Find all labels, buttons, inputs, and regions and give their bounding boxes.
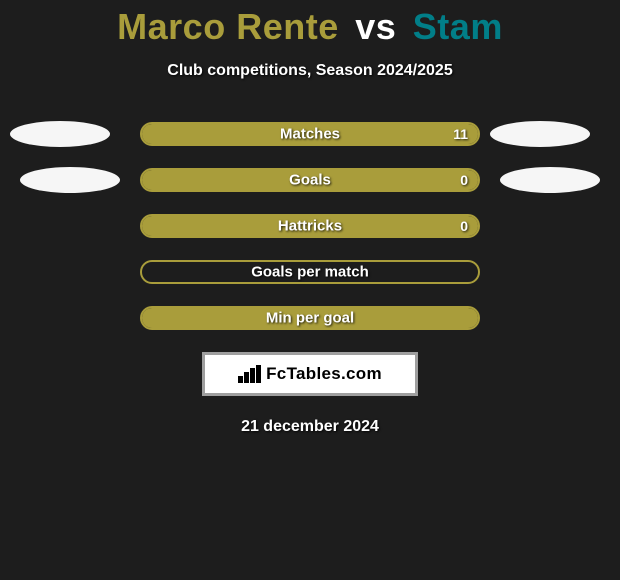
brand-tables: Tables <box>287 364 341 383</box>
stat-row: Matches11 <box>0 122 620 146</box>
date: 21 december 2024 <box>0 418 620 436</box>
stat-bar: Hattricks0 <box>140 214 480 238</box>
stat-bar: Matches11 <box>140 122 480 146</box>
bars-icon <box>238 365 260 383</box>
stat-bar: Goals0 <box>140 168 480 192</box>
stat-label: Hattricks <box>142 218 478 235</box>
stat-value-right: 0 <box>460 218 468 234</box>
brand-dotcom: .com <box>341 364 382 383</box>
subtitle: Club competitions, Season 2024/2025 <box>0 62 620 80</box>
stat-label: Min per goal <box>142 310 478 327</box>
title: Marco Rente vs Stam <box>0 6 620 48</box>
right-ellipse <box>490 121 590 147</box>
stat-row: Hattricks0 <box>0 214 620 238</box>
title-player2: Stam <box>413 6 503 47</box>
stat-row: Min per goal <box>0 306 620 330</box>
stat-row: Goals per match <box>0 260 620 284</box>
stat-value-right: 11 <box>453 126 468 142</box>
infographic-container: Marco Rente vs Stam Club competitions, S… <box>0 0 620 436</box>
stat-label: Matches <box>142 126 478 143</box>
stat-label: Goals per match <box>142 264 478 281</box>
title-vs: vs <box>355 6 396 47</box>
brand-box: FcTables.com <box>202 352 418 396</box>
stat-row: Goals0 <box>0 168 620 192</box>
stat-label: Goals <box>142 172 478 189</box>
left-ellipse <box>10 121 110 147</box>
title-player1: Marco Rente <box>117 6 339 47</box>
left-ellipse <box>20 167 120 193</box>
brand-fc: Fc <box>266 364 286 383</box>
stat-rows: Matches11Goals0Hattricks0Goals per match… <box>0 122 620 330</box>
brand-text: FcTables.com <box>266 364 382 384</box>
stat-bar: Goals per match <box>140 260 480 284</box>
stat-bar: Min per goal <box>140 306 480 330</box>
right-ellipse <box>500 167 600 193</box>
stat-value-right: 0 <box>460 172 468 188</box>
